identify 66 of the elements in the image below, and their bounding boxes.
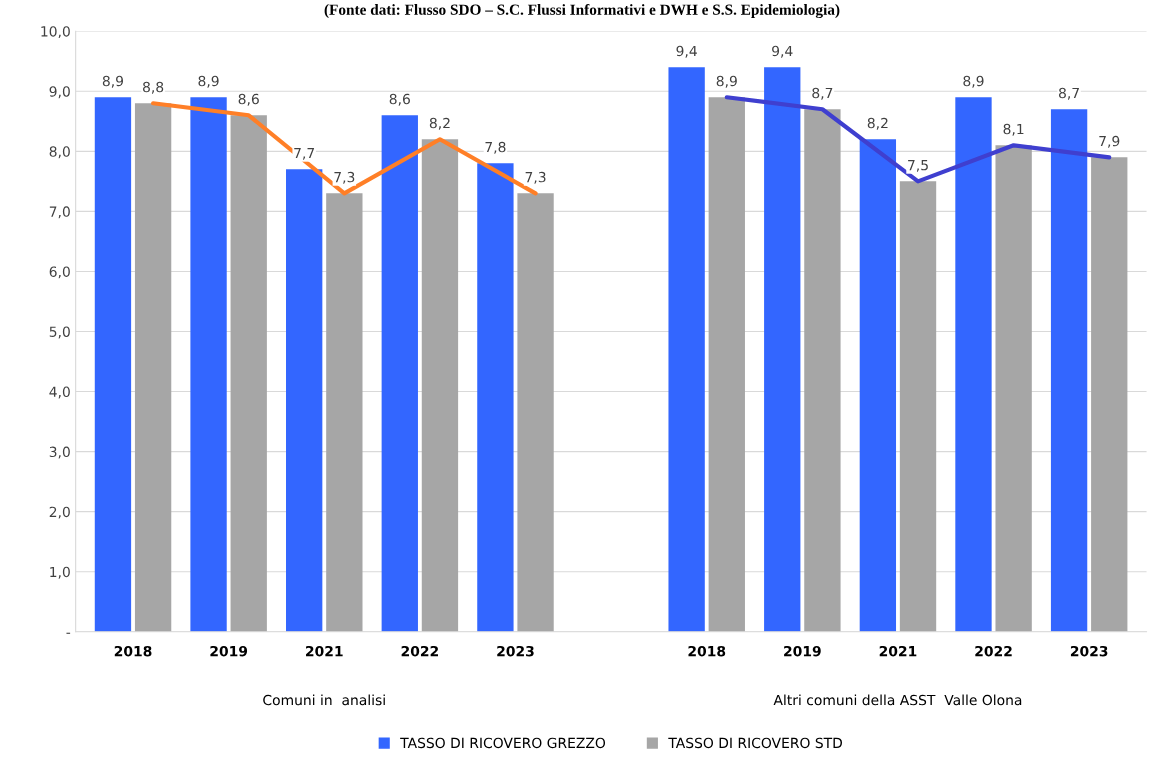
y-tick-label: 10,0 <box>41 26 70 39</box>
bar <box>421 139 459 632</box>
data-label: 8,6 <box>389 93 410 106</box>
y-tick-label: 6,0 <box>49 266 70 279</box>
x-tick-label: 2021 <box>879 645 917 657</box>
bar <box>708 97 745 632</box>
x-tick-label: 2018 <box>688 645 726 657</box>
y-tick-label: 7,0 <box>49 206 70 219</box>
bar <box>326 193 363 632</box>
bar <box>804 109 841 632</box>
data-label: 7,8 <box>485 141 506 154</box>
data-label: 8,8 <box>143 81 164 94</box>
chart-title: (Fonte dati: Flusso SDO – S.C. Flussi Informativi e DWH e S.S. Epidemiologia) <box>324 3 840 19</box>
bar <box>517 193 554 632</box>
data-label: 7,5 <box>908 160 928 172</box>
bar <box>859 139 897 632</box>
x-tick-label: 2022 <box>401 645 438 657</box>
data-label: 7,3 <box>334 171 355 184</box>
data-label: 9,4 <box>772 45 793 58</box>
y-tick-label: 4,0 <box>49 386 70 399</box>
y-tick-label: 1,0 <box>50 566 70 579</box>
x-tick-label: 2023 <box>497 645 534 657</box>
x-tick-label: 2019 <box>210 645 248 657</box>
y-tick-label: 3,0 <box>49 446 70 459</box>
bar <box>955 97 992 632</box>
data-label: 8,9 <box>102 75 124 88</box>
bar <box>286 169 323 632</box>
data-label: 8,6 <box>238 93 259 106</box>
y-tick-label: - <box>66 632 71 634</box>
x-tick-label: 2018 <box>114 645 152 657</box>
data-label: 7,3 <box>525 171 546 184</box>
y-tick-label: 9,0 <box>49 86 70 99</box>
bar <box>668 67 705 632</box>
data-label: 8,9 <box>716 75 737 88</box>
bar <box>477 163 514 632</box>
data-label: 7,7 <box>294 147 315 160</box>
text: Comuni in analisi <box>263 694 385 706</box>
text: Altri comuni della ASST Valle Olona <box>773 694 1022 706</box>
y-tick-label: 2,0 <box>49 506 70 519</box>
data-label: 8,9 <box>963 75 984 88</box>
data-label: 8,9 <box>198 75 219 88</box>
bar <box>995 145 1032 632</box>
bar <box>381 115 418 632</box>
y-tick-label: 5,0 <box>49 326 70 339</box>
x-tick-label: 2022 <box>975 645 1012 657</box>
bar <box>899 181 937 632</box>
data-label: 8,1 <box>1003 123 1024 136</box>
bar <box>1091 157 1128 632</box>
data-label: 7,9 <box>1099 135 1120 148</box>
x-tick-label: 2021 <box>306 645 343 657</box>
legend-label: TASSO DI RICOVERO STD <box>668 737 843 749</box>
x-tick-label: 2019 <box>784 645 821 657</box>
data-label: 8,7 <box>812 87 833 100</box>
bar <box>134 103 172 632</box>
bar <box>1050 109 1088 632</box>
bar <box>764 67 801 632</box>
data-label: 8,2 <box>429 117 450 130</box>
data-label: 9,4 <box>676 45 697 58</box>
bar <box>190 97 227 632</box>
data-label: 8,2 <box>867 117 888 130</box>
bar <box>94 97 132 632</box>
legend-label: TASSO DI RICOVERO GREZZO <box>400 737 606 749</box>
x-tick-label: 2023 <box>1070 645 1108 657</box>
data-label: 8,7 <box>1058 87 1079 100</box>
y-tick-label: 8,0 <box>49 146 70 159</box>
bar <box>230 115 267 632</box>
